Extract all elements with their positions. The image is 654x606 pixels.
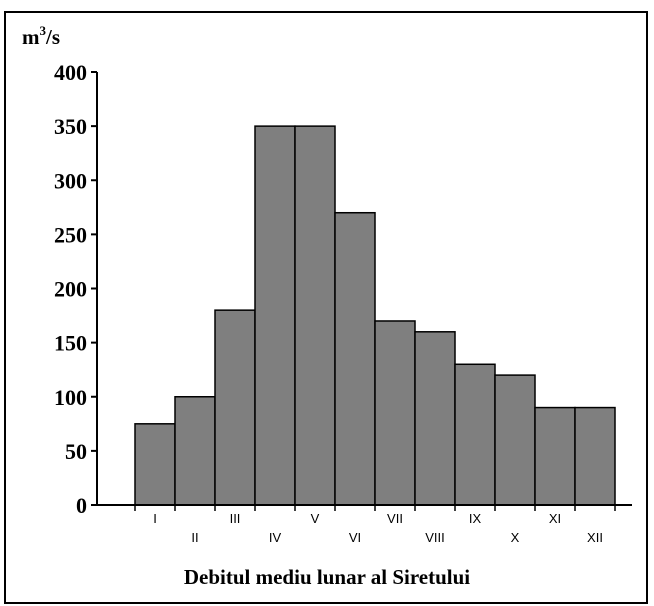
bars-group bbox=[134, 125, 616, 506]
y-tick-label: 350 bbox=[54, 114, 87, 139]
chart-title: Debitul mediu lunar al Siretului bbox=[184, 565, 470, 589]
bar-III bbox=[214, 309, 256, 506]
bar-X bbox=[494, 374, 536, 506]
x-tick-label: V bbox=[311, 511, 320, 526]
y-tick-label: 150 bbox=[54, 331, 87, 356]
x-tick-label: I bbox=[153, 511, 157, 526]
x-tick-label: II bbox=[191, 530, 198, 545]
x-tick-label: VI bbox=[349, 530, 361, 545]
bar-I bbox=[134, 423, 176, 506]
y-tick-labels: 0 50 100 150 200 250 300 350 400 bbox=[54, 60, 97, 518]
x-tick-label: IV bbox=[269, 530, 282, 545]
bar-VIII bbox=[414, 331, 456, 506]
x-tick-label: XI bbox=[549, 511, 561, 526]
y-tick-label: 400 bbox=[54, 60, 87, 85]
y-tick-label: 0 bbox=[76, 493, 87, 518]
x-tick-label: X bbox=[511, 530, 520, 545]
y-tick-label: 250 bbox=[54, 222, 87, 247]
bar-VII bbox=[374, 320, 416, 506]
bar-V bbox=[294, 125, 336, 506]
bar-IV bbox=[254, 125, 296, 506]
bar-VI bbox=[334, 211, 376, 506]
bar-IX bbox=[454, 363, 496, 506]
y-tick-label: 300 bbox=[54, 168, 87, 193]
bar-XII bbox=[574, 406, 616, 506]
y-tick-label: 50 bbox=[65, 439, 87, 464]
y-axis-unit-label: m3/s bbox=[22, 23, 60, 49]
x-tick-label: III bbox=[230, 511, 241, 526]
x-tick-label: VII bbox=[387, 511, 403, 526]
y-tick-label: 100 bbox=[54, 385, 87, 410]
bar-XI bbox=[534, 406, 576, 506]
y-tick-label: 200 bbox=[54, 277, 87, 302]
x-tick-label: XII bbox=[587, 530, 603, 545]
bar-II bbox=[174, 396, 216, 506]
x-tick-label: VIII bbox=[425, 530, 445, 545]
x-tick-label: IX bbox=[469, 511, 482, 526]
